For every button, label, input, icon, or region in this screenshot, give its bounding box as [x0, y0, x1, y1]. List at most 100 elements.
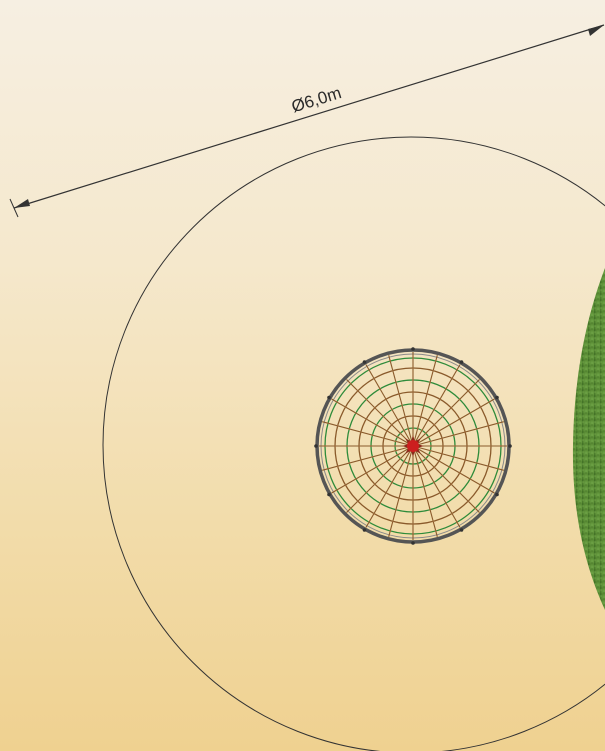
net-knot: [432, 520, 435, 523]
net-anchor-point: [495, 395, 499, 400]
net-knot: [375, 424, 378, 426]
net-knot: [386, 430, 388, 432]
net-knot: [429, 449, 432, 452]
net-knot: [324, 445, 326, 447]
net-knot: [434, 530, 437, 532]
net-knot: [452, 455, 455, 458]
net-knot: [336, 465, 339, 468]
net-knot: [348, 462, 351, 464]
net-knot: [358, 445, 360, 447]
net-anchor-point: [459, 360, 464, 364]
net-knot: [488, 489, 491, 491]
net-knot: [395, 508, 397, 511]
net-knot: [445, 387, 447, 390]
net-knot: [427, 419, 429, 421]
net-knot: [433, 408, 435, 411]
net-knot: [327, 422, 329, 425]
net-knot: [478, 445, 480, 447]
net-knot: [497, 422, 499, 425]
net-knot: [412, 499, 414, 501]
net-knot: [390, 466, 393, 469]
net-knot: [391, 369, 394, 372]
net-knot: [385, 398, 387, 401]
net-knot: [391, 408, 393, 411]
net-knot: [439, 491, 441, 494]
net-knot: [365, 472, 368, 474]
net-knot: [412, 357, 414, 359]
net-knot: [424, 432, 427, 435]
net-knot: [354, 478, 357, 480]
net-knot: [429, 381, 431, 384]
net-knot: [368, 521, 370, 524]
net-knot: [391, 520, 394, 523]
net-knot: [427, 436, 430, 438]
net-knot: [371, 455, 374, 458]
net-knot: [344, 484, 347, 486]
dimension-label: Ø6,0m: [289, 83, 343, 116]
net-knot: [373, 483, 376, 486]
net-knot: [401, 485, 404, 488]
net-knot: [379, 502, 381, 505]
net-knot: [412, 533, 414, 535]
net-knot: [407, 427, 410, 430]
net-knot: [434, 360, 437, 362]
net-knot: [422, 404, 425, 407]
net-knot: [394, 445, 396, 447]
net-knot: [398, 497, 400, 500]
net-knot: [404, 416, 407, 418]
net-knot: [368, 368, 370, 371]
net-anchor-point: [362, 528, 367, 532]
net-knot: [421, 429, 423, 432]
net-knot: [448, 424, 451, 426]
net-knot: [500, 445, 502, 447]
net-knot: [432, 369, 435, 372]
net-knot: [373, 406, 376, 409]
net-anchor-point: [495, 492, 499, 497]
net-knot: [385, 491, 387, 494]
net-knot: [412, 415, 414, 417]
net-knot: [334, 445, 336, 447]
net-knot: [441, 474, 444, 477]
net-knot: [365, 398, 368, 401]
net-knot: [335, 489, 338, 491]
net-knot: [416, 427, 419, 430]
net-knot: [424, 457, 427, 460]
net-knot: [458, 472, 461, 474]
net-knot: [359, 431, 362, 433]
net-knot: [475, 462, 478, 464]
net-knot: [344, 406, 347, 408]
net-knot: [445, 502, 447, 505]
net-knot: [375, 466, 378, 468]
net-knot: [389, 360, 392, 362]
net-knot: [398, 392, 400, 395]
net-knot: [456, 368, 458, 371]
net-knot: [396, 436, 399, 438]
net-knot: [469, 412, 472, 414]
net-knot: [391, 481, 393, 484]
net-knot: [386, 460, 388, 462]
net-knot: [452, 434, 455, 437]
net-knot: [412, 475, 414, 477]
net-knot: [336, 424, 339, 427]
net-center-hub: [407, 440, 419, 452]
net-knot: [421, 460, 423, 463]
grass-photo-edge: [572, 268, 605, 610]
net-knot: [373, 377, 375, 380]
net-knot: [412, 391, 414, 393]
net-knot: [488, 401, 491, 403]
net-knot: [466, 445, 468, 447]
net-knot: [407, 462, 410, 465]
spider-net: [314, 347, 512, 545]
net-knot: [487, 465, 490, 468]
net-knot: [383, 437, 385, 440]
net-knot: [448, 466, 451, 468]
net-knot: [412, 379, 414, 381]
net-knot: [487, 424, 490, 427]
net-knot: [397, 419, 399, 421]
safety-zone-circle: [102, 136, 605, 751]
net-knot: [419, 474, 422, 476]
net-knot: [404, 474, 407, 476]
net-knot: [412, 523, 414, 525]
net-knot: [346, 445, 348, 447]
